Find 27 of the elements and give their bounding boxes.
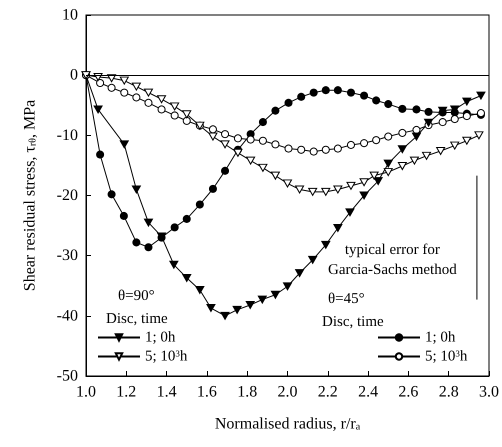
y-tick-label: -30 xyxy=(56,247,78,264)
y-tick-label: 10 xyxy=(62,6,78,24)
annotation: Disc, time xyxy=(322,314,384,330)
legend-label: 1; 0h xyxy=(425,330,456,346)
annotation: Disc, time xyxy=(106,311,168,327)
y-tick-label: -50 xyxy=(56,368,78,384)
x-tick-label: 1.4 xyxy=(156,384,177,400)
legend-label: 1; 0h xyxy=(145,330,176,346)
y-tick-label: 0 xyxy=(70,66,78,84)
x-tick-label: 1.2 xyxy=(116,384,136,400)
annotation: typical error for Garcia-Sachs method xyxy=(328,242,458,278)
x-axis-title: Normalised radius, r/ra xyxy=(214,416,361,432)
annotation: θ=90° xyxy=(118,288,155,304)
x-tick-label: 2.8 xyxy=(438,384,459,400)
annotation: θ=45° xyxy=(328,291,365,307)
y-tick-label: -20 xyxy=(56,187,78,204)
x-tick-label: 2.6 xyxy=(398,384,418,400)
y-tick-label: -40 xyxy=(56,307,78,324)
x-tick-label: 3.0 xyxy=(479,384,499,400)
x-tick-label: 1.6 xyxy=(196,384,217,400)
y-tick-label: -10 xyxy=(56,126,78,144)
x-tick-label: 2.0 xyxy=(278,384,298,400)
x-tick-label: 2.4 xyxy=(358,384,378,400)
y-axis-title: Shear residual stress, τrθ, MPa xyxy=(22,100,38,292)
x-tick-label: 1.0 xyxy=(76,384,96,400)
x-tick-label: 1.8 xyxy=(237,384,258,400)
x-tick-label: 2.2 xyxy=(318,384,338,400)
